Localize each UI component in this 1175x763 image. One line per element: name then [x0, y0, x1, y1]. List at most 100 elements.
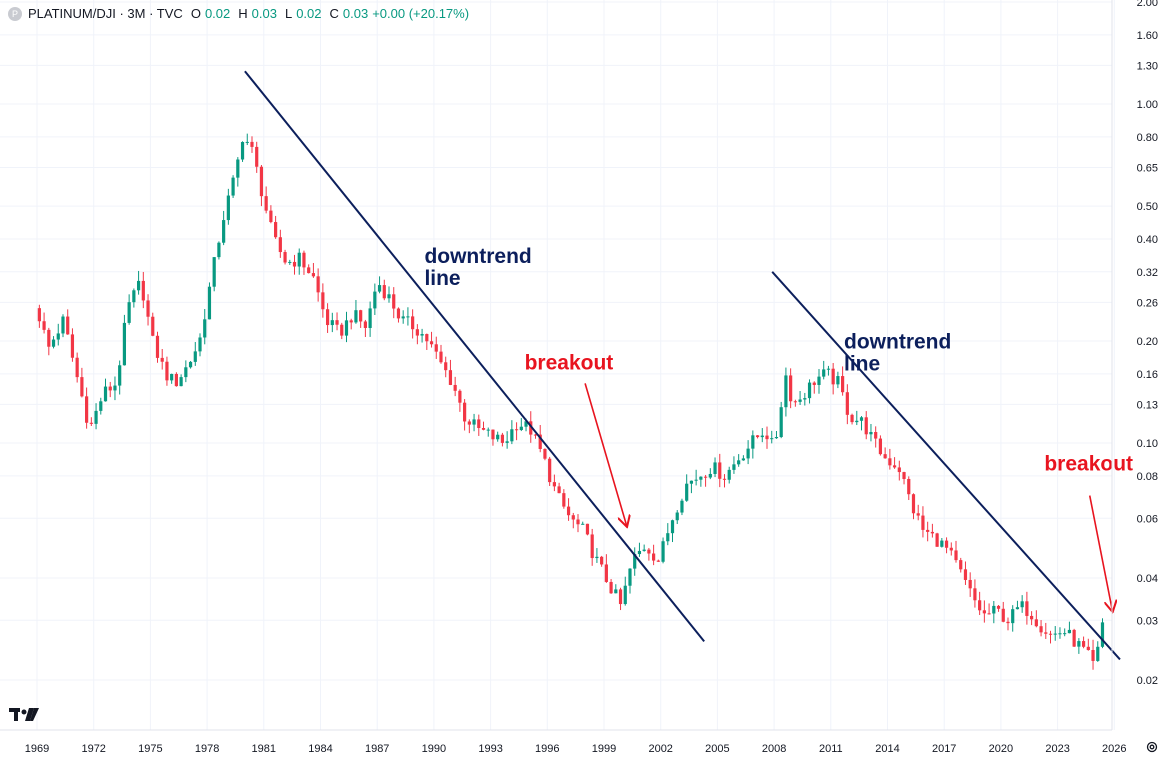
candle — [576, 514, 580, 533]
candle — [940, 537, 944, 548]
candle — [335, 312, 339, 331]
candle — [184, 360, 188, 383]
candle — [770, 430, 774, 444]
candle — [292, 254, 297, 275]
x-tick-label: 2014 — [875, 743, 899, 755]
y-tick-label: 0.32 — [1137, 267, 1158, 279]
candle — [387, 286, 391, 303]
candle — [377, 276, 382, 294]
candle — [661, 537, 665, 564]
candle — [774, 430, 779, 439]
candle — [425, 333, 429, 350]
candle — [325, 303, 330, 333]
candle — [656, 559, 660, 562]
candle — [307, 264, 311, 274]
candle — [722, 474, 727, 488]
candle — [930, 523, 934, 538]
y-axis[interactable]: 2.00 1.60 1.30 1.00 0.80 0.65 0.50 0.40 0.32 0.26… — [1111, 0, 1158, 730]
candle — [269, 205, 273, 224]
candle — [340, 322, 344, 340]
x-tick-label: 2020 — [989, 743, 1013, 755]
legend-high-label: H — [238, 6, 248, 21]
candle — [737, 454, 741, 467]
candle — [396, 307, 401, 323]
candle — [812, 381, 816, 394]
y-tick-label: 1.00 — [1137, 99, 1158, 111]
candle — [160, 348, 164, 370]
candle — [250, 136, 254, 153]
candle — [42, 312, 46, 334]
tradingview-logo-icon[interactable] — [8, 704, 42, 724]
candle — [1081, 636, 1086, 649]
x-axis[interactable]: 1969 1972 1975 1978 1981 1984 1987 1990 1993 1996… — [0, 729, 1127, 755]
candle — [949, 542, 953, 556]
candle — [618, 587, 623, 611]
y-tick-label: 0.16 — [1137, 369, 1158, 381]
candle — [415, 324, 419, 345]
x-tick-label: 1972 — [81, 743, 105, 755]
candle — [514, 422, 519, 441]
candle — [179, 374, 183, 387]
settings-gear-icon[interactable] — [1145, 740, 1159, 754]
candle — [841, 366, 845, 396]
candle — [944, 537, 949, 554]
candle — [755, 435, 760, 439]
candle — [926, 521, 930, 542]
candle — [174, 372, 178, 387]
candle — [75, 352, 79, 383]
candle — [311, 262, 316, 278]
candle — [141, 271, 145, 309]
candle — [444, 356, 448, 378]
candle — [330, 312, 334, 333]
annotations: downtrend line breakout downtrend line breako… — [424, 245, 1133, 611]
y-tick-label: 0.80 — [1137, 132, 1158, 144]
candle — [798, 390, 802, 405]
candle — [751, 430, 755, 459]
candle — [666, 523, 670, 546]
candle — [869, 423, 873, 442]
x-tick-label: 2023 — [1045, 743, 1069, 755]
legend-symbol[interactable]: PLATINUM/DJI · 3M · TVC — [28, 6, 183, 21]
candle — [817, 369, 821, 394]
candle — [500, 432, 505, 447]
candle — [1072, 628, 1076, 647]
candle — [47, 327, 51, 356]
candle — [118, 360, 122, 395]
candle — [203, 309, 207, 345]
candle — [647, 547, 651, 561]
x-tick-label: 2002 — [648, 743, 672, 755]
candle — [434, 336, 438, 359]
candle — [66, 309, 70, 335]
candle — [552, 474, 556, 492]
candle — [259, 164, 264, 207]
candle — [51, 336, 56, 349]
candle — [963, 561, 968, 585]
y-tick-label: 0.06 — [1137, 513, 1158, 525]
candle — [954, 540, 958, 563]
candle — [1048, 630, 1053, 644]
candle — [623, 576, 627, 606]
y-tick-label: 0.03 — [1137, 615, 1158, 627]
x-tick-label: 1987 — [365, 743, 389, 755]
candle — [37, 304, 41, 328]
candle — [1001, 601, 1005, 623]
candle — [193, 341, 197, 366]
downtrend-line-2[interactable] — [771, 271, 1121, 661]
candle — [411, 309, 415, 339]
candle — [581, 521, 585, 525]
legend-open-value: 0.02 — [204, 6, 231, 21]
legend-open-label: O — [190, 6, 201, 21]
candle — [689, 480, 694, 494]
candle — [571, 512, 575, 529]
candle — [264, 186, 268, 214]
candle — [675, 510, 679, 525]
candle — [727, 466, 731, 484]
candle — [420, 328, 424, 343]
candle — [708, 468, 712, 480]
candle — [344, 311, 349, 343]
candle — [982, 600, 986, 623]
downtrend-line-1[interactable] — [244, 70, 705, 643]
candle — [255, 141, 259, 173]
